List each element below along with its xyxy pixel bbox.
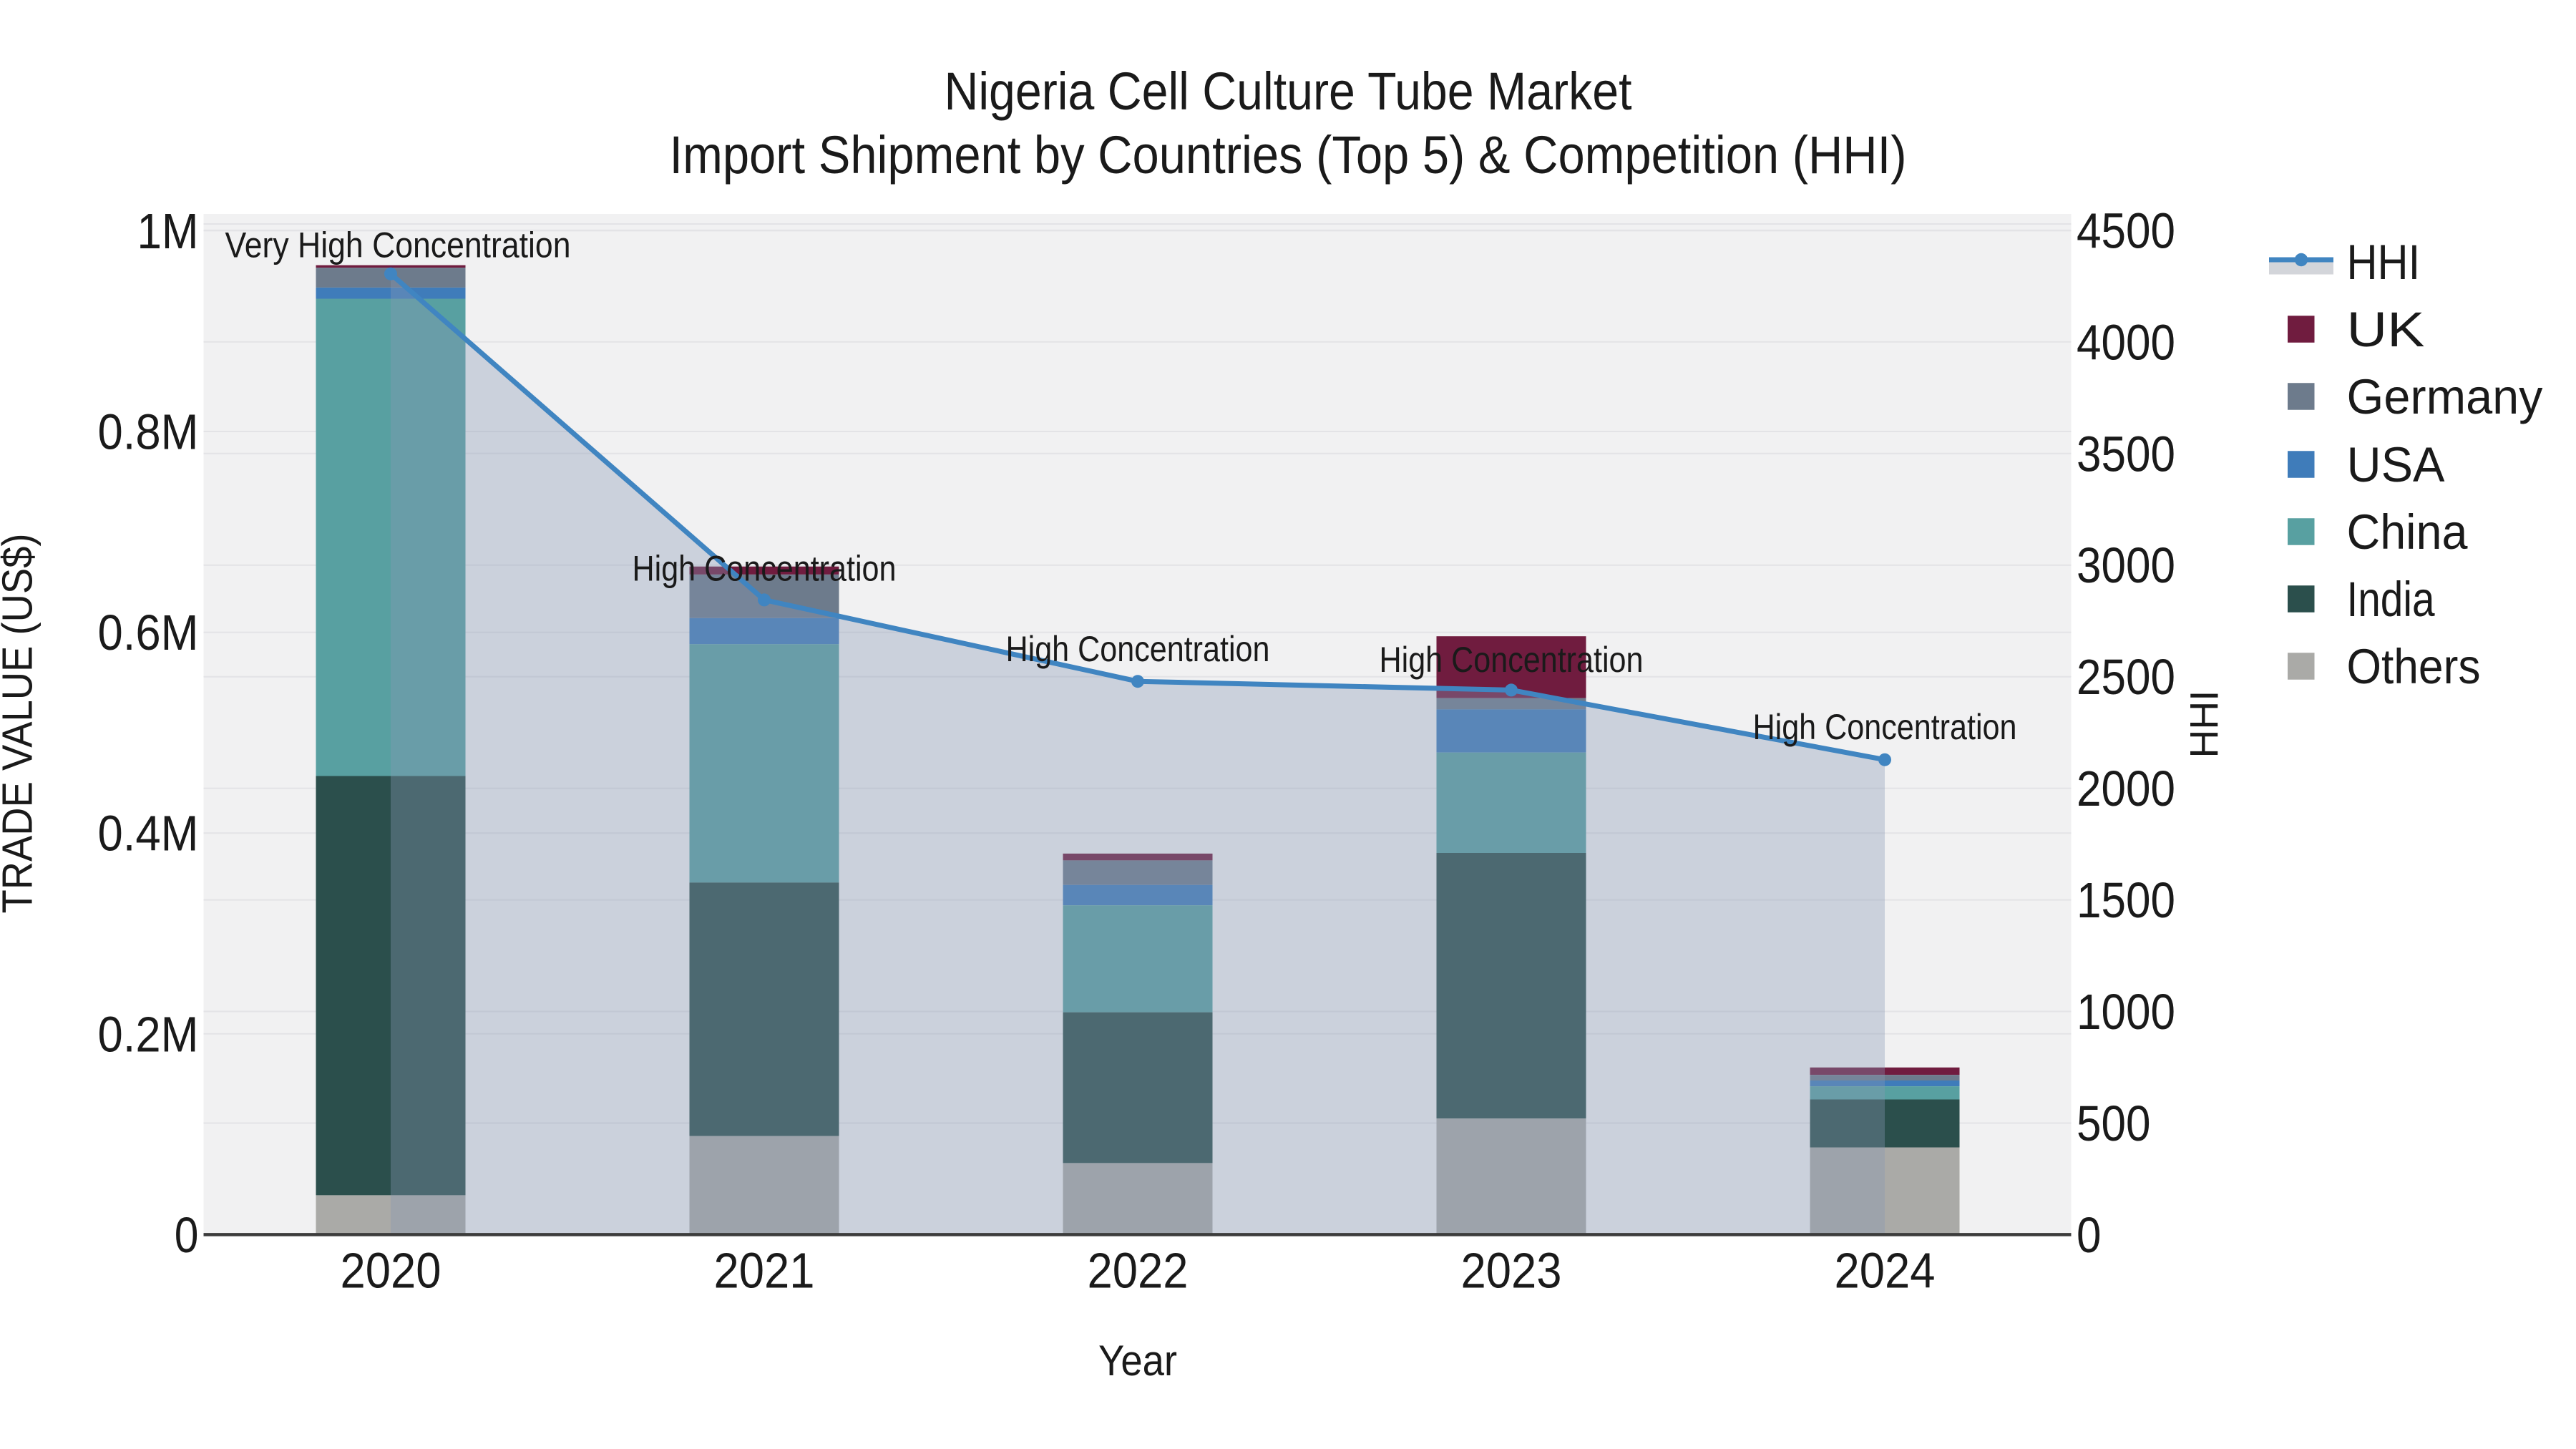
svg-text:Year: Year	[1098, 1337, 1177, 1385]
svg-text:0.2M: 0.2M	[98, 1006, 199, 1062]
svg-text:China: China	[2347, 504, 2469, 560]
svg-text:Nigeria Cell Culture Tube Mark: Nigeria Cell Culture Tube Market	[945, 62, 1632, 121]
svg-text:0.8M: 0.8M	[98, 404, 199, 460]
svg-text:0.4M: 0.4M	[98, 806, 199, 862]
svg-text:Import Shipment by Countries (: Import Shipment by Countries (Top 5) & C…	[670, 125, 1907, 185]
svg-text:2023: 2023	[1461, 1243, 1562, 1299]
svg-text:India: India	[2347, 572, 2436, 627]
svg-text:Others: Others	[2347, 639, 2481, 694]
svg-text:0: 0	[175, 1207, 199, 1263]
svg-text:HHI: HHI	[2182, 691, 2227, 758]
svg-text:2000: 2000	[2077, 761, 2175, 816]
svg-text:HHI: HHI	[2347, 235, 2421, 290]
svg-text:3500: 3500	[2077, 426, 2175, 482]
svg-text:High Concentration: High Concentration	[1753, 707, 2017, 747]
svg-text:0.6M: 0.6M	[98, 605, 199, 660]
svg-text:2500: 2500	[2077, 649, 2175, 705]
svg-text:Germany: Germany	[2347, 369, 2543, 424]
svg-text:UK: UK	[2347, 302, 2425, 357]
svg-text:2024: 2024	[1835, 1243, 1936, 1299]
svg-text:4500: 4500	[2077, 203, 2175, 258]
svg-text:1M: 1M	[137, 203, 199, 259]
svg-text:0: 0	[2077, 1207, 2102, 1263]
svg-text:High Concentration: High Concentration	[1006, 629, 1270, 669]
svg-text:2021: 2021	[714, 1243, 815, 1299]
svg-text:2022: 2022	[1088, 1243, 1189, 1299]
svg-text:500: 500	[2077, 1096, 2151, 1151]
svg-text:1000: 1000	[2077, 984, 2175, 1040]
svg-text:1500: 1500	[2077, 872, 2175, 928]
svg-text:High Concentration: High Concentration	[1380, 640, 1644, 680]
svg-text:3000: 3000	[2077, 537, 2175, 593]
svg-text:Very High Concentration: Very High Concentration	[225, 225, 571, 265]
svg-text:TRADE VALUE (US$): TRADE VALUE (US$)	[0, 534, 42, 914]
svg-text:4000: 4000	[2077, 314, 2175, 370]
svg-text:High Concentration: High Concentration	[633, 549, 897, 589]
svg-text:2020: 2020	[341, 1243, 441, 1299]
svg-text:USA: USA	[2347, 437, 2445, 492]
